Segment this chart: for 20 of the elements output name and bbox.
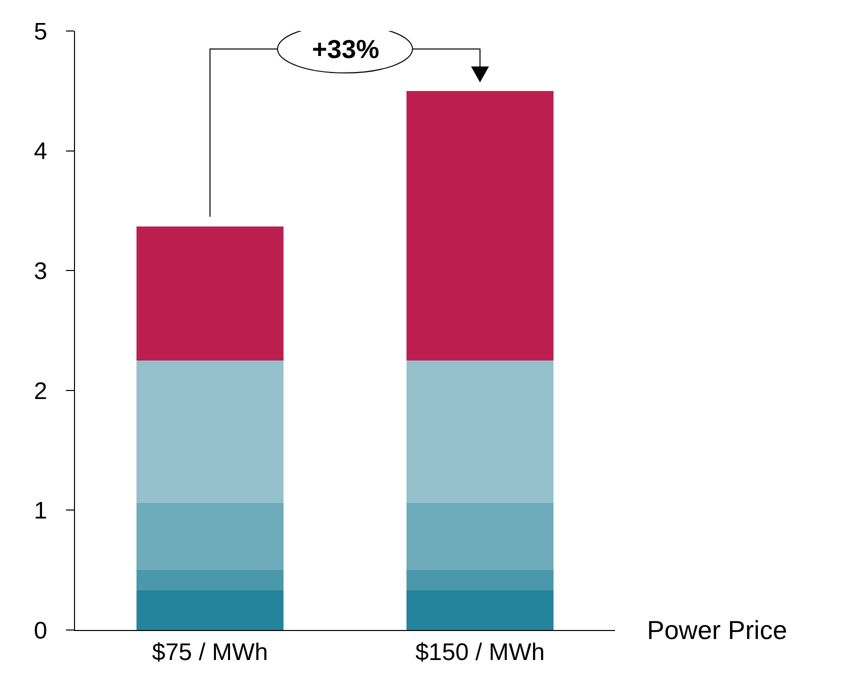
- x-axis-title: Power Price: [647, 615, 788, 645]
- y-tick-label: 3: [34, 258, 48, 285]
- bar: [136, 360, 284, 504]
- y-tick-label: 4: [34, 138, 48, 166]
- bar: [136, 226, 284, 360]
- bar: [136, 503, 284, 570]
- x-tick-label: $75 / MWh: [152, 638, 268, 666]
- bar: [406, 570, 554, 590]
- y-tick-label: 5: [34, 18, 48, 46]
- bar: [136, 570, 284, 590]
- y-tick-label: 0: [34, 617, 48, 644]
- x-tick-label: $150 / MWh: [415, 638, 545, 666]
- y-tick-label: 2: [34, 378, 48, 405]
- annotation: +33%: [312, 34, 380, 64]
- bar: [406, 90, 554, 360]
- y-tick-label: 1: [34, 498, 48, 525]
- bar: [406, 360, 554, 504]
- bar: [406, 590, 554, 630]
- bar: [136, 590, 284, 630]
- bar: [406, 503, 554, 570]
